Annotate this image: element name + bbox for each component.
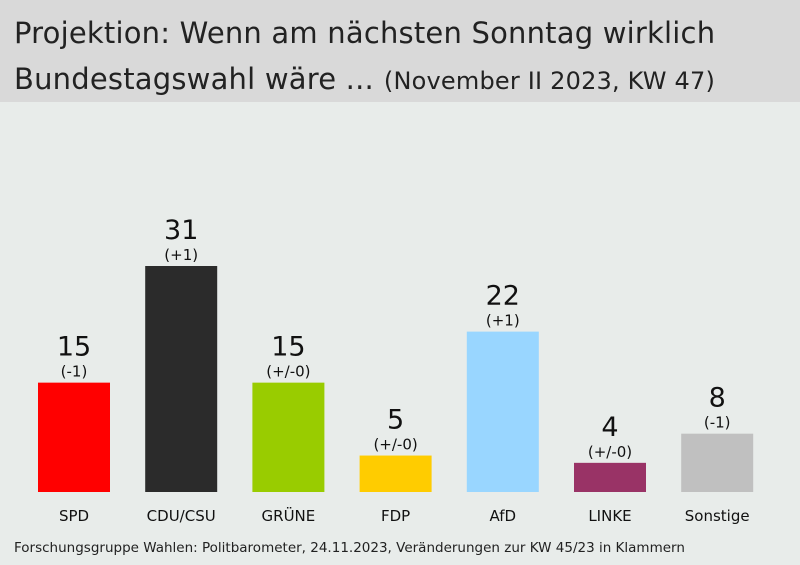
chart-subtitle: (November II 2023, KW 47) bbox=[383, 67, 716, 95]
value-label-afd: 22 bbox=[486, 281, 520, 312]
category-label-afd: AfD bbox=[490, 507, 517, 525]
change-label-spd: (-1) bbox=[61, 363, 88, 381]
category-label-linke: LINKE bbox=[588, 507, 631, 525]
category-label-gr-ne: GRÜNE bbox=[262, 506, 316, 525]
bar-fdp bbox=[359, 455, 432, 492]
category-label-sonstige: Sonstige bbox=[685, 507, 750, 525]
change-label-gr-ne: (+/-0) bbox=[266, 363, 310, 381]
bar-cdu-csu bbox=[145, 266, 218, 492]
chart-title-line-2: Bundestagswahl wäre ... (November II 2023… bbox=[14, 62, 715, 96]
bar-sonstige bbox=[681, 433, 754, 492]
bar-linke bbox=[574, 462, 646, 492]
chart-header: Projektion: Wenn am nächsten Sonntag wir… bbox=[0, 0, 800, 102]
change-label-fdp: (+/-0) bbox=[373, 436, 417, 454]
value-label-sonstige: 8 bbox=[709, 383, 726, 414]
value-label-cdu-csu: 31 bbox=[164, 215, 198, 246]
value-label-spd: 15 bbox=[57, 332, 91, 363]
bar-afd bbox=[466, 331, 539, 492]
bar-spd bbox=[38, 382, 110, 492]
category-label-fdp: FDP bbox=[381, 507, 410, 525]
chart-title-line-1: Projektion: Wenn am nächsten Sonntag wir… bbox=[14, 16, 716, 50]
bar-gr-ne bbox=[252, 382, 325, 492]
value-label-fdp: 5 bbox=[387, 405, 404, 436]
bar-chart: 15(-1)SPD31(+1)CDU/CSU15(+/-0)GRÜNE5(+/-… bbox=[38, 215, 754, 525]
change-label-sonstige: (-1) bbox=[704, 414, 731, 432]
category-label-cdu-csu: CDU/CSU bbox=[147, 507, 216, 525]
value-label-linke: 4 bbox=[601, 412, 618, 443]
change-label-cdu-csu: (+1) bbox=[164, 246, 198, 264]
change-label-linke: (+/-0) bbox=[588, 443, 632, 461]
source-note: Forschungsgruppe Wahlen: Politbarometer,… bbox=[14, 540, 685, 556]
category-label-spd: SPD bbox=[59, 507, 89, 525]
change-label-afd: (+1) bbox=[486, 312, 520, 330]
chart-title-line-2-text: Bundestagswahl wäre ... bbox=[14, 62, 374, 96]
value-label-gr-ne: 15 bbox=[271, 332, 305, 363]
